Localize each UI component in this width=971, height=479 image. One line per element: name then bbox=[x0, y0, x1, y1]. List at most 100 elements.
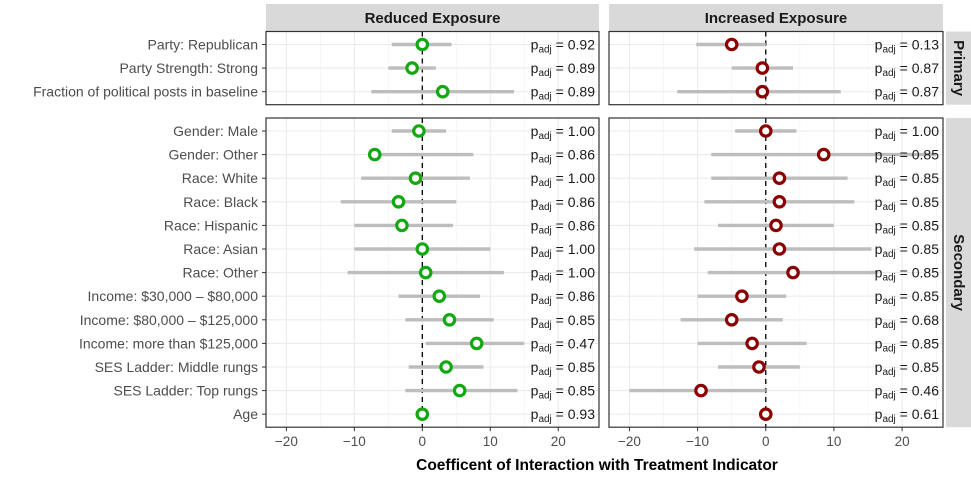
estimate-row: padj = 0.68 bbox=[680, 312, 940, 331]
row-labels-layer: Party: Republican Party Strength: Strong F… bbox=[33, 37, 266, 422]
p-value-label: padj = 0.47 bbox=[531, 335, 596, 354]
estimate-row: padj = 0.85 bbox=[707, 265, 940, 284]
row-label: Party Strength: Strong bbox=[119, 60, 258, 76]
p-value-label: padj = 0.86 bbox=[531, 194, 596, 213]
estimate-row: padj = 0.85 bbox=[694, 241, 939, 260]
estimate-row: padj = 0.85 bbox=[711, 170, 939, 189]
p-value-label: padj = 1.00 bbox=[531, 241, 596, 260]
row-label: Income: more than $125,000 bbox=[79, 335, 258, 351]
p-value-label: padj = 1.00 bbox=[875, 123, 940, 142]
panel-reduced-primary: padj = 0.92 padj = 0.89 padj = 0.89 bbox=[265, 30, 600, 106]
panel-title-reduced: Reduced Exposure bbox=[365, 10, 501, 27]
row-label: Race: Asian bbox=[183, 241, 258, 257]
estimate-point bbox=[415, 37, 430, 52]
estimate-row: padj = 0.86 bbox=[398, 288, 596, 307]
p-value-label: padj = 0.85 bbox=[875, 335, 940, 354]
x-tick-label: 0 bbox=[762, 434, 770, 449]
estimate-row: padj = 1.00 bbox=[361, 170, 595, 189]
p-value-label: padj = 1.00 bbox=[531, 265, 596, 284]
row-label: Gender: Other bbox=[169, 147, 259, 163]
row-label: SES Ladder: Middle rungs bbox=[95, 359, 258, 375]
x-tick-label: −10 bbox=[686, 434, 709, 449]
estimate-row: padj = 0.85 bbox=[718, 217, 939, 236]
estimate-point bbox=[442, 312, 457, 327]
panel-header-reduced bbox=[266, 4, 599, 31]
estimate-point bbox=[694, 383, 708, 398]
estimate-point bbox=[735, 289, 749, 303]
estimate-row: padj = 0.13 bbox=[696, 37, 939, 56]
p-value-label: padj = 0.85 bbox=[531, 312, 596, 331]
facet-label-primary: Primary bbox=[950, 40, 967, 97]
panel-border bbox=[608, 117, 944, 428]
estimate-row: padj = 0.85 bbox=[697, 335, 940, 354]
x-tick-label: 20 bbox=[895, 434, 910, 449]
row-label: Party: Republican bbox=[147, 37, 258, 53]
estimate-row: padj = 0.89 bbox=[388, 60, 595, 79]
x-axis-layer: −20 −10 0 10 20 −20 −10 0 10 20 bbox=[275, 427, 910, 449]
estimate-row: padj = 1.00 bbox=[347, 265, 596, 284]
p-value-label: padj = 0.85 bbox=[875, 194, 940, 213]
x-tick-label: −10 bbox=[343, 434, 366, 449]
estimate-row: padj = 0.61 bbox=[758, 406, 939, 425]
row-label: Race: Other bbox=[183, 265, 259, 281]
p-value-label: padj = 1.00 bbox=[531, 170, 596, 189]
estimate-row: padj = 0.87 bbox=[731, 60, 940, 79]
estimate-point bbox=[439, 360, 453, 374]
p-value-label: padj = 0.85 bbox=[875, 265, 940, 284]
p-value-label: padj = 0.85 bbox=[875, 241, 940, 260]
p-value-label: padj = 0.93 bbox=[531, 406, 596, 425]
panel-title-increased: Increased Exposure bbox=[705, 10, 848, 27]
p-value-label: padj = 0.87 bbox=[875, 60, 940, 79]
row-label: SES Ladder: Top rungs bbox=[113, 383, 258, 399]
panel-header-increased bbox=[609, 4, 943, 31]
p-value-label: padj = 0.46 bbox=[875, 383, 940, 402]
facet-label-secondary: Secondary bbox=[950, 234, 967, 311]
panel-reduced-secondary: padj = 1.00 padj = 0.86 padj = 1.00 padj = … bbox=[265, 117, 600, 428]
p-value-label: padj = 0.85 bbox=[875, 359, 940, 378]
estimate-row: padj = 0.85 bbox=[718, 359, 939, 378]
panel-increased-primary: padj = 0.13 padj = 0.87 padj = 0.87 bbox=[608, 30, 944, 106]
p-value-label: padj = 0.86 bbox=[531, 147, 596, 166]
estimate-point bbox=[816, 147, 831, 162]
estimate-point bbox=[367, 147, 382, 162]
estimate-point bbox=[758, 124, 773, 138]
estimate-row: padj = 0.85 bbox=[697, 288, 940, 307]
p-value-label: padj = 0.87 bbox=[875, 84, 940, 103]
estimate-point bbox=[724, 37, 739, 52]
estimate-point bbox=[755, 61, 770, 75]
estimate-point bbox=[758, 407, 773, 421]
row-label: Income: $30,000 – $80,000 bbox=[88, 288, 259, 304]
row-label: Race: Hispanic bbox=[164, 217, 258, 233]
estimate-point bbox=[745, 336, 759, 351]
p-value-label: padj = 1.00 bbox=[531, 123, 596, 142]
estimate-row: padj = 1.00 bbox=[354, 241, 595, 260]
p-value-label: padj = 0.68 bbox=[875, 312, 940, 331]
panel-border bbox=[608, 30, 944, 106]
estimate-point bbox=[435, 84, 450, 99]
estimate-point bbox=[405, 61, 419, 75]
p-value-label: padj = 0.85 bbox=[875, 147, 940, 166]
x-tick-label: −20 bbox=[275, 434, 298, 449]
p-value-label: padj = 0.85 bbox=[875, 288, 940, 307]
x-tick-label: 0 bbox=[419, 434, 427, 449]
estimate-point bbox=[786, 265, 800, 280]
estimate-row: padj = 0.93 bbox=[415, 406, 596, 425]
p-value-label: padj = 0.85 bbox=[875, 217, 940, 236]
x-axis-title: Coefficent of Interaction with Treatment… bbox=[416, 457, 778, 474]
row-label: Gender: Male bbox=[173, 123, 258, 139]
p-value-label: padj = 0.89 bbox=[531, 84, 596, 103]
estimate-row: padj = 0.92 bbox=[391, 37, 596, 56]
estimate-row: padj = 0.87 bbox=[677, 84, 939, 103]
p-value-label: padj = 0.89 bbox=[531, 60, 596, 79]
estimate-row: padj = 0.86 bbox=[354, 217, 595, 236]
p-value-label: padj = 0.86 bbox=[531, 288, 596, 307]
facet-strip-primary bbox=[946, 31, 971, 105]
estimate-point bbox=[418, 265, 433, 280]
x-tick-label: 10 bbox=[483, 434, 498, 449]
p-value-label: padj = 0.85 bbox=[531, 383, 596, 402]
p-value-label: padj = 0.92 bbox=[531, 37, 596, 56]
estimate-point bbox=[772, 242, 787, 256]
estimate-point bbox=[769, 218, 783, 233]
estimate-point bbox=[391, 195, 406, 209]
estimate-row: padj = 0.85 bbox=[405, 383, 595, 402]
